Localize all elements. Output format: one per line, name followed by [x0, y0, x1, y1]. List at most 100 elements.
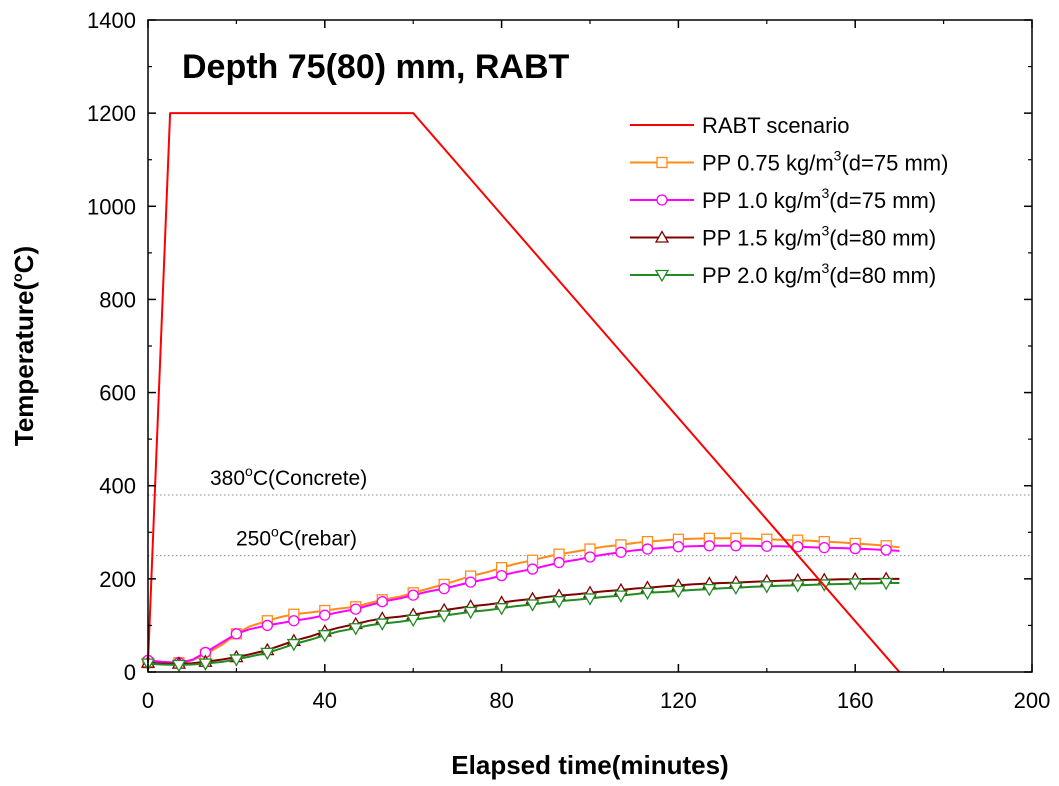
- series-line: [147, 537, 900, 665]
- reference-label-tail: C(Concrete): [253, 467, 367, 490]
- data-point: [438, 582, 450, 595]
- y-axis-title-tail: C): [9, 246, 39, 273]
- data-point: [319, 609, 331, 621]
- reference-label-sup: o: [245, 463, 253, 479]
- series-line: [147, 544, 900, 664]
- data-point: [525, 599, 540, 612]
- data-point: [376, 596, 388, 608]
- legend-label-tail: (d=75 mm): [829, 188, 936, 213]
- data-point: [288, 615, 300, 627]
- data-point: [437, 610, 452, 623]
- data-point: [171, 659, 187, 673]
- legend-marker: [654, 230, 670, 243]
- reference-lines: 380oC(Concrete)250oC(rebar): [148, 463, 1032, 557]
- legend-item: PP 1.5 kg/m3(d=80 mm): [630, 223, 936, 251]
- data-point: [848, 578, 863, 591]
- data-point: [551, 596, 567, 609]
- data-point: [350, 603, 362, 615]
- data-point: [375, 618, 390, 631]
- data-point: [495, 569, 508, 582]
- series-2: [142, 540, 900, 669]
- legend-item: PP 0.75 kg/m3(d=75 mm): [630, 148, 948, 176]
- data-point: [229, 654, 244, 667]
- y-tick-label: 200: [99, 567, 136, 592]
- y-tick-label: 0: [124, 660, 136, 685]
- y-axis-title: Temperature(oC): [9, 246, 39, 446]
- legend-label-base: PP 2.0 kg/m: [702, 263, 821, 288]
- axes: 0 40 80 120 160 200 0 200 400 600 800 1000 1200 1400: [87, 8, 1050, 713]
- reference-label-sup: o: [271, 524, 279, 540]
- legend-label-tail: (d=80 mm): [829, 226, 936, 251]
- data-point: [671, 585, 686, 599]
- data-point: [641, 543, 654, 555]
- data-point: [286, 638, 301, 652]
- legend-label-tail: (d=75 mm): [841, 151, 948, 176]
- data-point: [230, 628, 243, 640]
- legend-label: RABT scenario: [702, 113, 850, 138]
- y-tick-label: 800: [99, 287, 136, 312]
- y-tick-label: 1000: [87, 194, 136, 219]
- legend-label-sup: 3: [821, 223, 829, 239]
- data-point: [728, 582, 743, 596]
- legend-item: RABT scenario: [630, 113, 850, 138]
- data-point: [494, 603, 509, 616]
- series-layer: [140, 112, 901, 673]
- legend-label: PP 1.5 kg/m3(d=80 mm): [702, 223, 936, 251]
- y-tick-label: 400: [99, 474, 136, 499]
- data-point: [584, 551, 596, 563]
- legend-label-sup: 3: [821, 260, 829, 276]
- plot-frame: [147, 19, 1033, 673]
- y-axis-title-sup: o: [9, 273, 25, 282]
- legend-marker: [656, 156, 668, 169]
- x-tick-label: 200: [1014, 688, 1051, 713]
- reference-label-base: 250: [236, 528, 271, 551]
- data-point: [790, 580, 805, 593]
- data-point: [849, 542, 861, 555]
- data-point: [880, 544, 892, 556]
- data-point: [463, 606, 478, 620]
- series-line: [147, 582, 900, 666]
- data-point: [582, 593, 598, 606]
- legend-marker: [654, 269, 670, 283]
- data-point: [613, 590, 629, 603]
- reference-line-label: 380oC(Concrete): [210, 463, 367, 490]
- data-point: [703, 540, 715, 552]
- y-tick-label: 600: [99, 381, 136, 406]
- data-point: [198, 658, 213, 671]
- data-point: [640, 587, 655, 601]
- data-point: [730, 540, 742, 552]
- legend-label-base: PP 0.75 kg/m: [702, 151, 834, 176]
- data-point: [526, 563, 539, 575]
- legend-label-base: RABT scenario: [702, 113, 850, 138]
- data-point: [260, 647, 275, 661]
- x-tick-label: 120: [660, 688, 697, 713]
- reference-line-label: 250oC(rebar): [236, 524, 357, 551]
- series-0: [147, 112, 901, 673]
- data-point: [702, 583, 717, 597]
- data-point: [317, 630, 332, 643]
- y-axis-title-base: Temperature(: [9, 282, 39, 447]
- legend-label-base: PP 1.5 kg/m: [702, 226, 821, 251]
- data-point: [406, 614, 421, 628]
- reference-label-tail: C(rebar): [279, 528, 357, 551]
- legend-label-sup: 3: [834, 148, 842, 164]
- legend-label-tail: (d=80 mm): [829, 263, 936, 288]
- legend-item: PP 1.0 kg/m3(d=75 mm): [630, 185, 936, 213]
- x-tick-label: 0: [142, 688, 154, 713]
- series-3: [140, 571, 900, 669]
- x-tick-label: 40: [313, 688, 337, 713]
- data-point: [348, 623, 363, 636]
- data-point: [465, 576, 477, 588]
- data-point: [261, 619, 273, 632]
- legend-item: PP 2.0 kg/m3(d=80 mm): [630, 260, 936, 288]
- legend-label-base: PP 1.0 kg/m: [702, 188, 821, 213]
- data-point: [553, 556, 565, 569]
- legend-label: PP 1.0 kg/m3(d=75 mm): [702, 185, 936, 213]
- y-tick-label: 1400: [87, 8, 136, 33]
- series-line: [147, 577, 900, 665]
- series-line: [147, 112, 901, 673]
- chart-title: Depth 75(80) mm, RABT: [182, 48, 570, 86]
- data-point: [879, 577, 894, 591]
